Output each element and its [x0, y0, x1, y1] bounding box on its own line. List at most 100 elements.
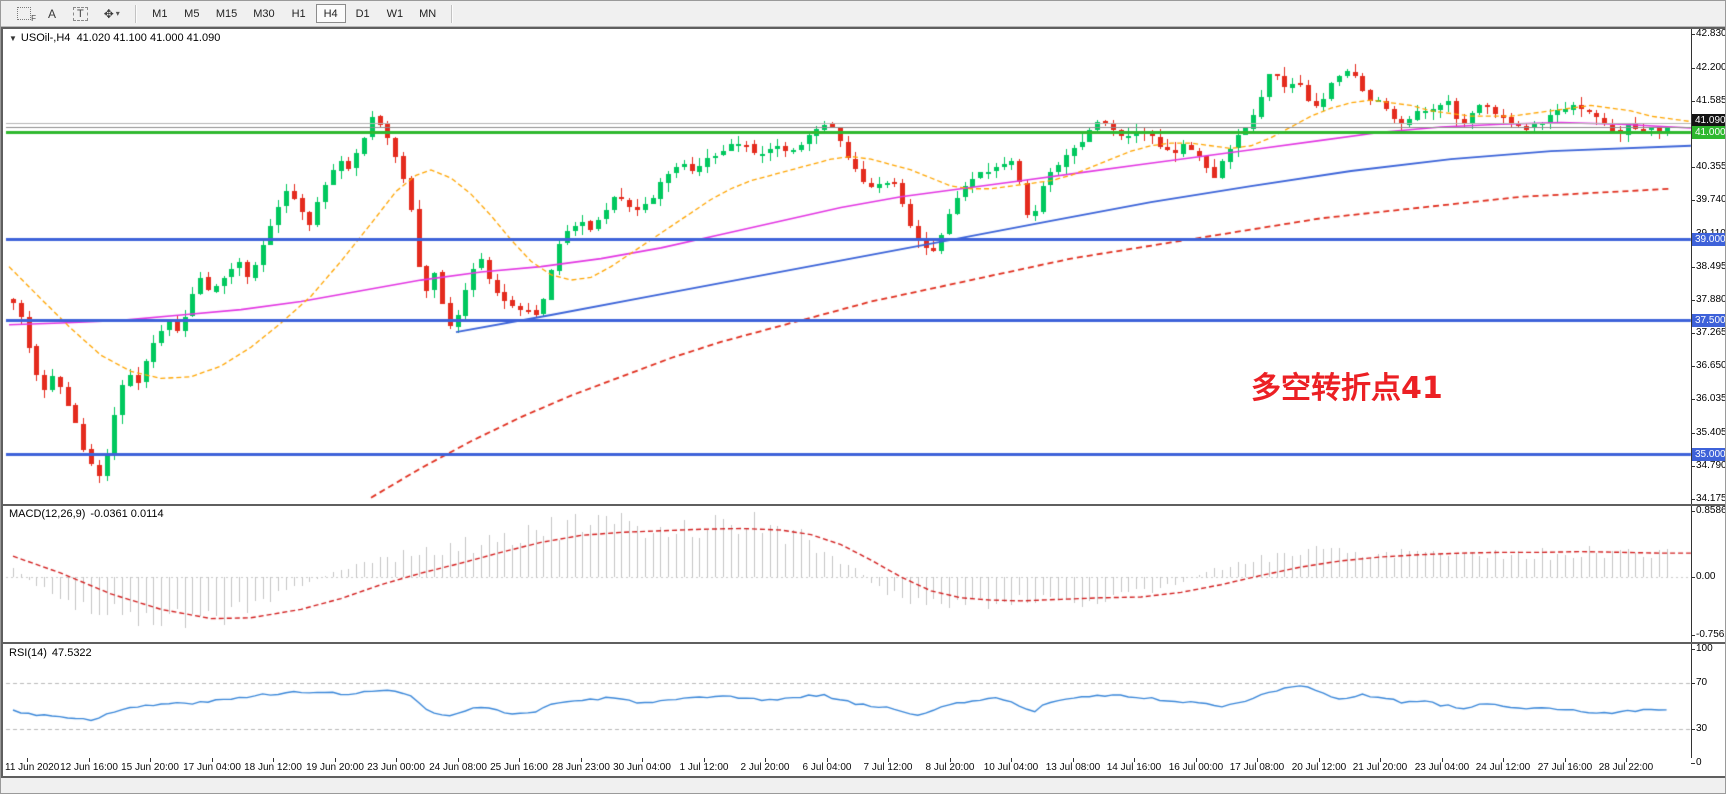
cursor-a-icon: A — [47, 6, 56, 21]
price-level-box: 39.000 — [1692, 233, 1725, 246]
time-tick-label: 10 Jul 04:00 — [983, 762, 1039, 773]
time-tick-label: 14 Jul 16:00 — [1106, 762, 1162, 773]
time-tick-mark — [396, 758, 397, 762]
rsi-axis-label: 100 — [1691, 643, 1725, 655]
time-tick-mark — [458, 758, 459, 762]
dropdown-caret-icon: ▾ — [115, 9, 120, 18]
macd-values: -0.0361 0.0114 — [90, 508, 164, 520]
time-tick-mark — [888, 758, 889, 762]
time-tick-label: 20 Jul 12:00 — [1291, 762, 1347, 773]
macd-header: MACD(12,26,9) -0.0361 0.0114 — [9, 508, 169, 520]
rsi-panel-canvas[interactable] — [1, 644, 1725, 758]
style-arrows-button[interactable]: ✥ ▾ — [97, 4, 127, 24]
price-tick-label: 37.265 — [1691, 327, 1726, 338]
timeframe-w1-button[interactable]: W1 — [380, 4, 411, 23]
time-tick-label: 16 Jul 00:00 — [1168, 762, 1224, 773]
collapse-icon[interactable]: ▼ — [9, 34, 17, 43]
time-tick-label: 17 Jul 08:00 — [1229, 762, 1285, 773]
price-tick-label: 36.035 — [1691, 393, 1726, 404]
timeframe-m15-button[interactable]: M15 — [209, 4, 244, 23]
main-chart-canvas[interactable] — [1, 27, 1725, 504]
time-tick-mark — [1134, 758, 1135, 762]
price-tick-label: 37.880 — [1691, 294, 1726, 305]
time-tick-mark — [335, 758, 336, 762]
time-tick-mark — [273, 758, 274, 762]
chart-title: ▼ USOil-,H4 41.020 41.100 41.000 41.090 — [9, 32, 220, 44]
rsi-axis-label: 70 — [1691, 677, 1725, 689]
time-tick-mark — [827, 758, 828, 762]
timeframe-h1-button[interactable]: H1 — [284, 4, 314, 23]
price-tick-label: 34.790 — [1691, 460, 1726, 471]
chart-shift-icon: F — [17, 7, 36, 23]
time-tick-mark — [212, 758, 213, 762]
time-tick-mark — [1011, 758, 1012, 762]
price-tick-label: 38.495 — [1691, 261, 1726, 272]
price-tick-label: 35.405 — [1691, 427, 1726, 438]
panel-separator[interactable] — [1, 504, 1725, 506]
toolbar-separator — [451, 4, 454, 23]
time-tick-mark — [1565, 758, 1566, 762]
time-tick-mark — [1073, 758, 1074, 762]
rsi-axis-label: 30 — [1691, 723, 1725, 735]
time-tick-label: 8 Jul 20:00 — [925, 762, 975, 773]
timeframe-d1-button[interactable]: D1 — [348, 4, 378, 23]
time-tick-mark — [704, 758, 705, 762]
toolbar: F A T ✥ ▾ M1 M5 M15 M30 H1 H4 D1 W1 MN — [1, 1, 1725, 27]
chart-shift-button[interactable]: F — [10, 4, 38, 24]
time-tick-mark — [1319, 758, 1320, 762]
timeframe-m30-button[interactable]: M30 — [246, 4, 281, 23]
price-tick-label: 39.740 — [1691, 194, 1726, 205]
macd-panel-canvas[interactable] — [1, 506, 1725, 642]
time-tick-label: 23 Jun 00:00 — [367, 762, 425, 773]
time-tick-label: 15 Jun 20:00 — [121, 762, 179, 773]
rsi-value: 47.5322 — [51, 647, 92, 659]
panel-separator[interactable] — [1, 642, 1725, 644]
timeframe-h4-button[interactable]: H4 — [315, 4, 346, 24]
time-tick-label: 24 Jul 12:00 — [1475, 762, 1531, 773]
time-tick-label: 1 Jul 12:00 — [679, 762, 729, 773]
macd-axis-label: 0.00 — [1691, 571, 1725, 583]
macd-axis-label: -0.7562 — [1691, 629, 1725, 640]
price-tick-label: 36.650 — [1691, 360, 1726, 371]
time-tick-label: 11 Jun 2020 — [5, 762, 60, 773]
time-tick-mark — [765, 758, 766, 762]
time-tick-label: 21 Jul 20:00 — [1352, 762, 1408, 773]
price-tick-label: 42.830 — [1691, 28, 1726, 39]
style-arrows-icon: ✥ — [103, 6, 114, 21]
time-tick-mark — [1503, 758, 1504, 762]
timeframe-m1-button[interactable]: M1 — [145, 4, 175, 23]
time-tick-label: 27 Jul 16:00 — [1537, 762, 1593, 773]
symbol-label: USOil-,H4 — [20, 32, 71, 44]
price-tick-label: 41.585 — [1691, 95, 1726, 106]
time-tick-mark — [1257, 758, 1258, 762]
annotation-text: 多空转折点41 — [1251, 371, 1443, 406]
text-tool-button[interactable]: T — [66, 4, 95, 24]
time-tick-mark — [519, 758, 520, 762]
ohlc-values: 41.020 41.100 41.000 41.090 — [76, 32, 221, 44]
price-level-box: 35.000 — [1692, 448, 1725, 461]
time-tick-label: 23 Jul 04:00 — [1414, 762, 1470, 773]
time-tick-label: 18 Jun 12:00 — [244, 762, 302, 773]
macd-axis-label: 0.8586 — [1691, 505, 1726, 516]
price-level-box: 37.500 — [1692, 314, 1725, 327]
time-tick-mark — [1626, 758, 1627, 762]
time-tick-label: 7 Jul 12:00 — [863, 762, 913, 773]
time-tick-label: 30 Jun 04:00 — [613, 762, 671, 773]
time-tick-label: 17 Jun 04:00 — [183, 762, 241, 773]
time-tick-label: 12 Jun 16:00 — [60, 762, 118, 773]
text-tool-icon: T — [73, 6, 88, 21]
timeframe-mn-button[interactable]: MN — [412, 4, 443, 23]
cursor-a-button[interactable]: A — [40, 4, 64, 24]
time-tick-mark — [581, 758, 582, 762]
price-tick-label: 42.200 — [1691, 62, 1726, 73]
time-tick-mark — [642, 758, 643, 762]
time-tick-label: 24 Jun 08:00 — [429, 762, 487, 773]
time-tick-mark — [950, 758, 951, 762]
price-tick-label: 40.355 — [1691, 161, 1726, 172]
time-tick-mark — [1442, 758, 1443, 762]
timeframe-m5-button[interactable]: M5 — [177, 4, 207, 23]
time-tick-label: 28 Jun 23:00 — [552, 762, 610, 773]
price-tick-label: 34.175 — [1691, 493, 1726, 504]
rsi-header: RSI(14) 47.5322 — [9, 647, 97, 659]
